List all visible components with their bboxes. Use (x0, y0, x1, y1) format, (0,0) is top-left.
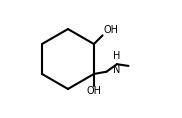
Text: N: N (113, 65, 121, 75)
Text: H: H (113, 51, 121, 61)
Text: OH: OH (86, 86, 101, 96)
Text: OH: OH (103, 25, 118, 35)
